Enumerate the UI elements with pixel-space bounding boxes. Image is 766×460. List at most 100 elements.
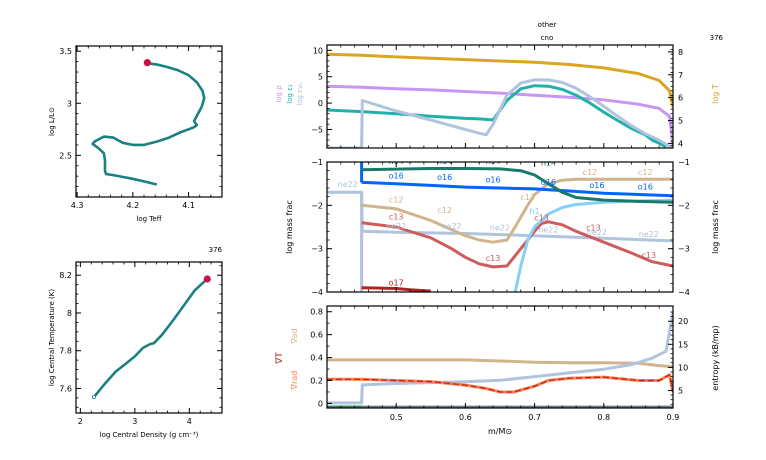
model-number-label: 376	[209, 246, 223, 254]
abundance-label-c13: c13	[389, 213, 404, 222]
abundance-label-c12: c12	[638, 168, 653, 177]
tc-rhoc-xlabel: log Central Density (g cm⁻³)	[100, 431, 199, 439]
y-tick-label: 8	[67, 309, 72, 318]
x-tick-label: 4	[187, 417, 192, 426]
series-log-T	[327, 52, 673, 108]
hr-track-line	[91, 61, 206, 186]
y-tick-label: 7.6	[59, 384, 72, 393]
abundance-label-c12: c12	[520, 193, 535, 202]
y-tick-label: 3	[67, 99, 72, 108]
abundance-label-o16: o16	[389, 171, 404, 180]
y-tick-label: 0.6	[310, 331, 323, 340]
tc-rhoc-frame	[75, 261, 223, 414]
y-tick-label: 15	[678, 340, 688, 349]
abundance-label-o16: o16	[638, 182, 653, 191]
y-tick-label: 8.2	[59, 271, 72, 280]
ylabel-grad-rad: ∇rad	[290, 371, 299, 391]
y-tick-label-left: −2	[311, 201, 323, 210]
y-tick-label: 5	[318, 73, 323, 82]
abundance-label-o16: o16	[541, 178, 556, 187]
y-tick-label: 4	[678, 139, 683, 148]
abundance-label-c13: c13	[534, 214, 549, 223]
hr-diagram-panel: 4.3 4.2 4.1 2.5 3 3.5 log Teff log L/L⊙	[48, 45, 223, 223]
abundance-label-ne22: ne22	[639, 230, 659, 239]
ylabel-log-mass-frac-left: log mass frac	[285, 200, 294, 254]
abundance-label-o16: o16	[437, 173, 452, 182]
abundance-line-n14	[361, 167, 673, 204]
abundance-label-c13: c13	[486, 254, 501, 263]
y-tick-label: 0	[318, 99, 323, 108]
ylabel-log-eps: log ε₁	[286, 84, 294, 104]
abundance-label-c12: c12	[583, 168, 598, 177]
ylabel-entropy: entropy (kB/mp)	[711, 325, 720, 390]
y-tick-label: 0.4	[310, 354, 323, 363]
tc-rhoc-track-line	[92, 278, 209, 398]
profile-mid-frame	[326, 161, 674, 293]
profile-top-frame	[326, 44, 674, 149]
x-tick-label: 4.3	[71, 201, 84, 210]
ylabel-log-eps-nu: log ενᵤ	[296, 82, 304, 106]
y-tick-label: 3.5	[59, 47, 72, 56]
y-tick-label-left: −3	[311, 245, 323, 254]
abundance-label-ne22: ne22	[338, 180, 358, 189]
abundance-label-o16: o16	[486, 175, 501, 184]
x-tick-label: 0.5	[390, 413, 403, 422]
abundance-line-o17	[361, 286, 431, 292]
series-log-eps_nu	[327, 78, 673, 148]
header-label-other: other	[538, 21, 557, 29]
abundance-label-c13: c13	[586, 223, 601, 232]
abundance-line-c12	[361, 177, 673, 244]
y-tick-label: 7	[678, 71, 683, 80]
y-tick-label: −5	[311, 126, 323, 135]
header-label-cno: cno	[541, 34, 554, 42]
abundance-label-n14: n14	[437, 157, 452, 166]
x-tick-label: 2	[78, 417, 83, 426]
hr-ylabel: log L/L⊙	[48, 107, 56, 136]
x-tick-label: 3	[132, 417, 137, 426]
abundance-line-o16	[361, 180, 673, 198]
start-point-marker	[91, 394, 96, 399]
series-grad_T	[327, 374, 673, 393]
abundance-label-ne22: ne22	[538, 226, 558, 235]
x-tick-label: 0.8	[597, 413, 610, 422]
y-tick-label-right: −2	[678, 201, 690, 210]
abundance-label-c12: c12	[389, 195, 404, 204]
current-model-marker	[203, 275, 211, 283]
y-tick-label-left: −4	[311, 288, 323, 297]
y-tick-label: 0.8	[310, 308, 323, 317]
x-tick-label: 0.7	[528, 413, 541, 422]
x-tick-label: 4.2	[126, 201, 139, 210]
profile-bottom-frame	[326, 305, 674, 409]
y-tick-label-left: −1	[311, 158, 323, 167]
series-log-rho	[327, 84, 673, 146]
abundance-label-n14: n14	[541, 158, 556, 167]
x-tick-label: 4.1	[182, 201, 195, 210]
ylabel-grad-ad: ∇ad	[290, 328, 299, 344]
y-tick-label: 0.2	[310, 376, 323, 385]
x-tick-label: 0.6	[459, 413, 472, 422]
ylabel-log-rho: log ρ	[275, 85, 283, 103]
x-tick-label: 0.9	[667, 413, 680, 422]
abundance-label-c12: c12	[437, 206, 452, 215]
y-tick-label-right: −3	[678, 245, 690, 254]
y-tick-label: 20	[678, 317, 688, 326]
y-tick-label: 5	[678, 386, 683, 395]
xlabel-mass-coordinate: m/M⊙	[488, 427, 512, 436]
abundance-label-ne22: ne22	[441, 222, 461, 231]
y-tick-label: 5	[678, 117, 683, 126]
y-tick-label: 10	[313, 46, 323, 55]
y-tick-label-right: −4	[678, 288, 690, 297]
ylabel-grad-T: ∇T	[275, 352, 285, 365]
y-tick-label: 6	[678, 94, 683, 103]
hr-frame	[75, 45, 223, 198]
abundance-label-ne22: ne22	[386, 222, 406, 231]
abundance-label-o16: o16	[589, 181, 604, 190]
hr-xlabel: log Teff	[136, 215, 161, 223]
abundance-label-h1: h1	[530, 207, 540, 216]
abundance-label-o17: o17	[389, 279, 404, 288]
y-tick-label: 7.8	[59, 347, 72, 356]
tc-rhoc-ylabel: log Central Temperature (K)	[48, 289, 56, 386]
abundance-label-ne22: ne22	[587, 228, 607, 237]
